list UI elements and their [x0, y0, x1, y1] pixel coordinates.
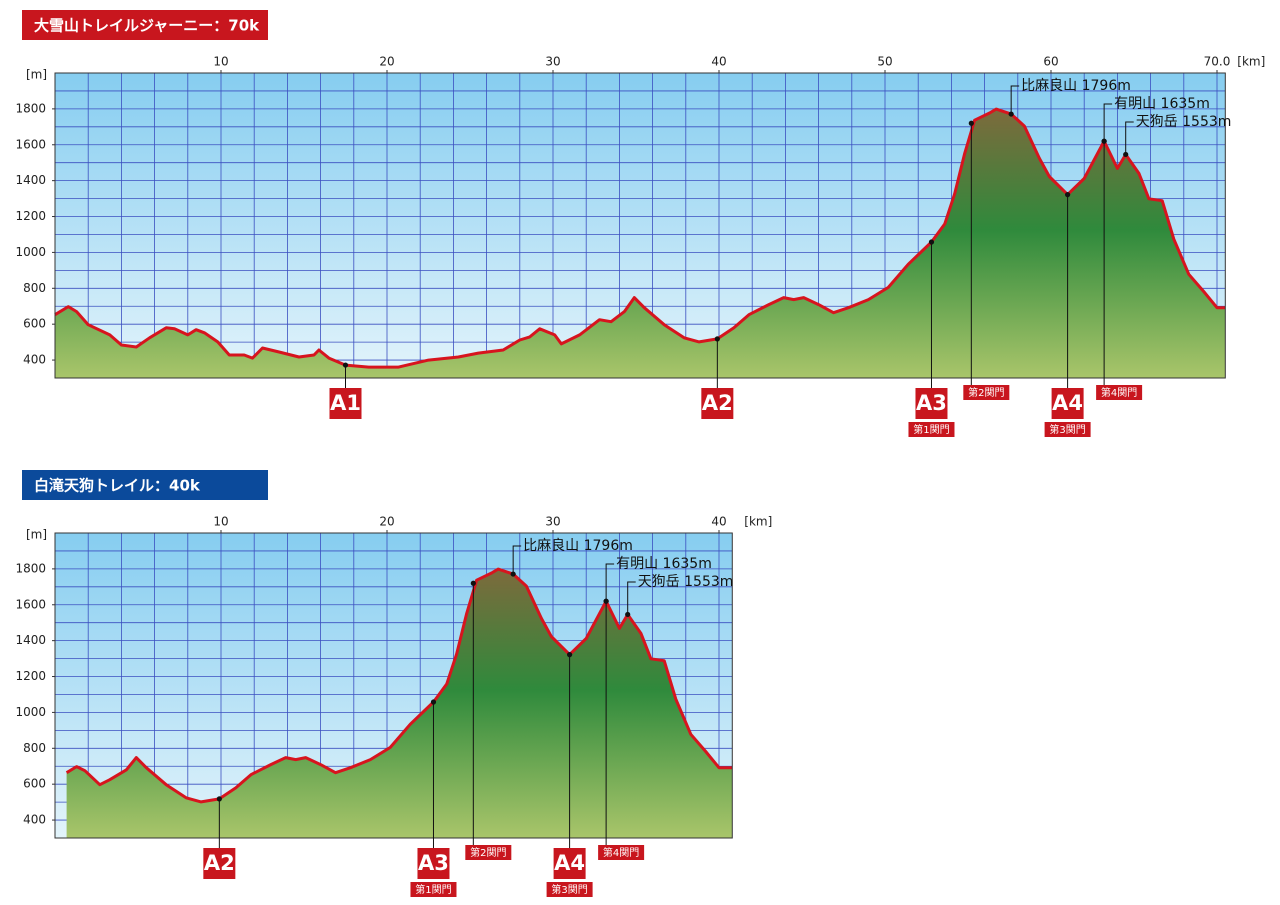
x-tick-label: 10 [213, 55, 228, 69]
peak-dot [603, 598, 609, 604]
station-label: A3 [418, 851, 449, 875]
chart-title: 大雪山トレイルジャーニー：70k [34, 17, 260, 35]
x-axis-label: [km] [1237, 55, 1265, 69]
plot-frame [54, 72, 1226, 379]
station-label: A2 [702, 391, 733, 415]
station-tag [701, 388, 734, 419]
station-dot [1065, 192, 1071, 198]
x-tick-label: 70.0 [1204, 55, 1231, 69]
peak-leader [1125, 121, 1134, 155]
station-label: A4 [554, 851, 585, 875]
elevation-line [65, 567, 733, 804]
station-tag [553, 848, 586, 879]
x-tick-label: 40 [711, 55, 726, 69]
peak-dot [510, 571, 516, 577]
y-tick-label: 1200 [15, 669, 46, 683]
checkpoint-tag [546, 882, 593, 897]
checkpoint-label: 第2関門 [968, 386, 1004, 399]
x-tick-label: 30 [545, 515, 560, 529]
station-dot [430, 699, 437, 705]
plot-frame [54, 532, 733, 839]
station-tag [417, 848, 450, 879]
peak-label: 比麻良山 1796m [523, 538, 633, 554]
y-tick-label: 1600 [15, 597, 46, 611]
station-dot [968, 120, 974, 126]
peak-leader [512, 545, 522, 575]
checkpoint-tag [465, 845, 512, 860]
station-label: A1 [330, 391, 361, 415]
y-tick-label: 1800 [15, 101, 46, 115]
y-tick-label: 800 [23, 281, 46, 295]
checkpoint-tag [1044, 422, 1091, 437]
peak-label: 天狗岳 1553m [638, 574, 734, 590]
station-label: A4 [1052, 391, 1083, 415]
checkpoint-tag [908, 422, 955, 437]
checkpoint-label: 第4関門 [603, 846, 639, 859]
station-label: A2 [204, 851, 235, 875]
y-tick-label: 1600 [15, 137, 46, 151]
x-tick-label: 10 [213, 515, 228, 529]
checkpoint-label: 第3関門 [1049, 423, 1085, 436]
y-axis-label: [m] [26, 68, 47, 82]
peak-dot [1101, 138, 1107, 144]
chart-title: 白滝天狗トレイル：40k [34, 477, 201, 495]
x-tick-label: 30 [545, 55, 560, 69]
y-tick-label: 1400 [15, 633, 46, 647]
x-tick-label: 50 [877, 55, 892, 69]
station-dot [216, 796, 222, 802]
checkpoint-tag [598, 845, 645, 860]
checkpoint-label: 第3関門 [551, 883, 587, 896]
checkpoint-tag [410, 882, 457, 897]
y-tick-label: 800 [23, 741, 46, 755]
title-bar [22, 10, 268, 40]
station-label: A3 [916, 391, 947, 415]
elevation-line [54, 107, 1226, 369]
station-tag [329, 388, 362, 419]
y-axis-label: [m] [26, 528, 47, 542]
peak-leader [627, 581, 636, 615]
checkpoint-label: 第1関門 [415, 883, 451, 896]
peak-label: 天狗岳 1553m [1136, 114, 1232, 130]
checkpoint-label: 第4関門 [1101, 386, 1137, 399]
checkpoint-label: 第1関門 [913, 423, 949, 436]
y-tick-label: 1000 [15, 705, 46, 719]
peak-leader [1103, 103, 1113, 142]
peak-label: 有明山 1635m [616, 556, 712, 572]
station-dot [470, 580, 476, 586]
x-axis-label: [km] [744, 515, 772, 529]
station-dot [714, 336, 720, 342]
peak-dot [1123, 151, 1129, 158]
station-dot [928, 239, 935, 245]
peak-label: 比麻良山 1796m [1021, 78, 1131, 94]
elevation-area [55, 109, 1226, 378]
checkpoint-tag [963, 385, 1010, 400]
y-tick-label: 1800 [15, 561, 46, 575]
x-tick-label: 40 [711, 515, 726, 529]
x-tick-label: 60 [1043, 55, 1058, 69]
x-tick-label: 20 [379, 515, 394, 529]
peak-dot [1008, 111, 1014, 117]
peak-leader [605, 563, 615, 602]
station-tag [203, 848, 236, 879]
y-tick-label: 400 [23, 813, 46, 827]
peak-leader [1010, 85, 1020, 115]
checkpoint-label: 第2関門 [470, 846, 506, 859]
y-tick-label: 400 [23, 353, 46, 367]
station-tag [1051, 388, 1084, 419]
elevation-area [66, 569, 733, 838]
station-tag [915, 388, 948, 419]
y-tick-label: 1200 [15, 209, 46, 223]
y-tick-label: 600 [23, 777, 46, 791]
y-tick-label: 1000 [15, 245, 46, 259]
y-tick-label: 1400 [15, 173, 46, 187]
peak-label: 有明山 1635m [1114, 96, 1210, 112]
y-tick-label: 600 [23, 317, 46, 331]
title-bar [22, 470, 268, 500]
station-dot [567, 652, 573, 658]
checkpoint-tag [1096, 385, 1143, 400]
peak-dot [625, 611, 631, 618]
x-tick-label: 20 [379, 55, 394, 69]
station-dot [342, 362, 349, 368]
